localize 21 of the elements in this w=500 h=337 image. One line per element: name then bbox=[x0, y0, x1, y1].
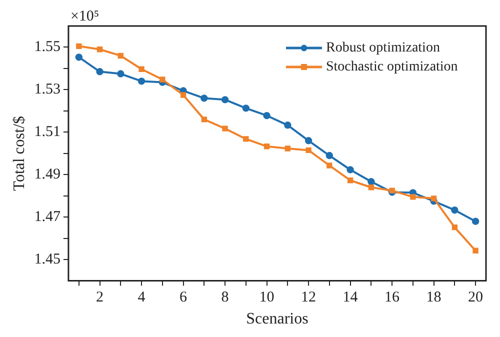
x-tick-label: 18 bbox=[426, 290, 442, 306]
legend-label: Stochastic optimization bbox=[326, 60, 458, 75]
y-tick-label: 1.55 bbox=[34, 39, 60, 56]
x-tick-label: 2 bbox=[96, 290, 104, 306]
y-tick-label: 1.47 bbox=[34, 209, 61, 226]
legend-label: Robust optimization bbox=[326, 40, 440, 56]
x-tick-label: 6 bbox=[180, 290, 188, 306]
x-tick-label: 10 bbox=[259, 290, 274, 306]
x-tick-label: 14 bbox=[342, 290, 358, 306]
x-axis-title: Scenarios bbox=[246, 310, 308, 328]
y-tick-label: 1.45 bbox=[34, 252, 60, 268]
text: ×10⁵ bbox=[70, 8, 100, 24]
y-tick-label: 1.51 bbox=[34, 124, 60, 140]
x-tick-label: 16 bbox=[384, 290, 400, 306]
x-tick-label: 12 bbox=[301, 290, 316, 306]
x-tick-label: 8 bbox=[221, 290, 229, 306]
x-tick-label: 4 bbox=[138, 290, 146, 306]
y-tick-label: 1.49 bbox=[34, 166, 60, 183]
x-tick-label: 20 bbox=[468, 290, 484, 306]
y-tick-label: 1.53 bbox=[34, 82, 60, 98]
y-axis-title: Total cost/$ bbox=[10, 116, 28, 191]
